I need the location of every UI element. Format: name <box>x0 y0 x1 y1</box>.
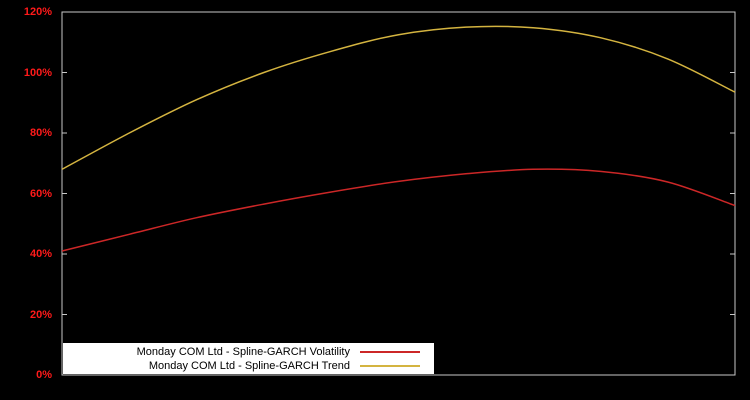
y-axis-label: 80% <box>29 127 52 139</box>
legend-line-sample <box>360 350 420 353</box>
legend: Monday COM Ltd - Spline-GARCH Volatility… <box>63 343 434 374</box>
y-axis-label: 20% <box>29 308 52 321</box>
plot-frame <box>61 11 736 376</box>
legend-label: Monday COM Ltd - Spline-GARCH Volatility <box>136 345 350 358</box>
y-axis-label: 40% <box>29 248 52 260</box>
series-line-trend <box>61 25 736 170</box>
y-axis-label: 120% <box>23 6 52 18</box>
legend-item: Monday COM Ltd - Spline-GARCH Volatility <box>69 345 428 359</box>
legend-label: Monday COM Ltd - Spline-GARCH Trend <box>148 359 350 372</box>
y-axis-label: 100% <box>23 66 52 79</box>
series-line-volatility <box>61 168 736 252</box>
legend-line-sample <box>360 364 420 367</box>
y-axis-label: 0% <box>36 369 52 381</box>
legend-item: Monday COM Ltd - Spline-GARCH Trend <box>69 359 428 373</box>
y-axis-label: 60% <box>29 187 52 200</box>
